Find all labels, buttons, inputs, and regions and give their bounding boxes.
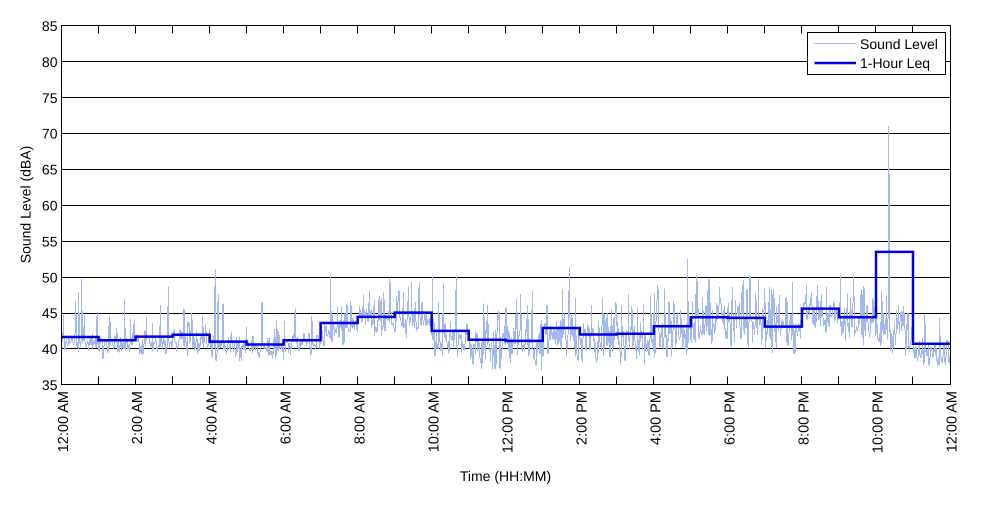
svg-text:10:00 PM: 10:00 PM (871, 391, 887, 453)
svg-text:4:00 PM: 4:00 PM (649, 391, 665, 445)
svg-text:80: 80 (42, 54, 58, 70)
svg-text:8:00 PM: 8:00 PM (797, 391, 813, 445)
svg-text:40: 40 (42, 341, 58, 357)
svg-text:65: 65 (42, 162, 58, 178)
svg-text:4:00 AM: 4:00 AM (204, 391, 220, 444)
svg-text:Sound Level (dBA): Sound Level (dBA) (18, 146, 34, 264)
svg-text:10:00 AM: 10:00 AM (426, 391, 442, 452)
svg-text:70: 70 (42, 126, 58, 142)
svg-text:Sound Level: Sound Level (860, 36, 938, 52)
svg-text:75: 75 (42, 90, 58, 106)
svg-text:2:00 PM: 2:00 PM (575, 391, 591, 445)
svg-text:2:00 AM: 2:00 AM (130, 391, 146, 444)
svg-text:60: 60 (42, 198, 58, 214)
svg-text:35: 35 (42, 377, 58, 393)
svg-text:1-Hour Leq: 1-Hour Leq (860, 55, 930, 71)
svg-text:45: 45 (42, 305, 58, 321)
svg-text:6:00 PM: 6:00 PM (723, 391, 739, 445)
svg-text:55: 55 (42, 233, 58, 249)
svg-text:85: 85 (42, 18, 58, 34)
svg-text:12:00 AM: 12:00 AM (945, 391, 961, 452)
svg-text:Time (HH:MM): Time (HH:MM) (460, 468, 551, 484)
svg-text:12:00 PM: 12:00 PM (501, 391, 517, 453)
svg-text:6:00 AM: 6:00 AM (278, 391, 294, 444)
svg-text:12:00 AM: 12:00 AM (56, 391, 72, 452)
svg-text:50: 50 (42, 269, 58, 285)
svg-text:8:00 AM: 8:00 AM (352, 391, 368, 444)
